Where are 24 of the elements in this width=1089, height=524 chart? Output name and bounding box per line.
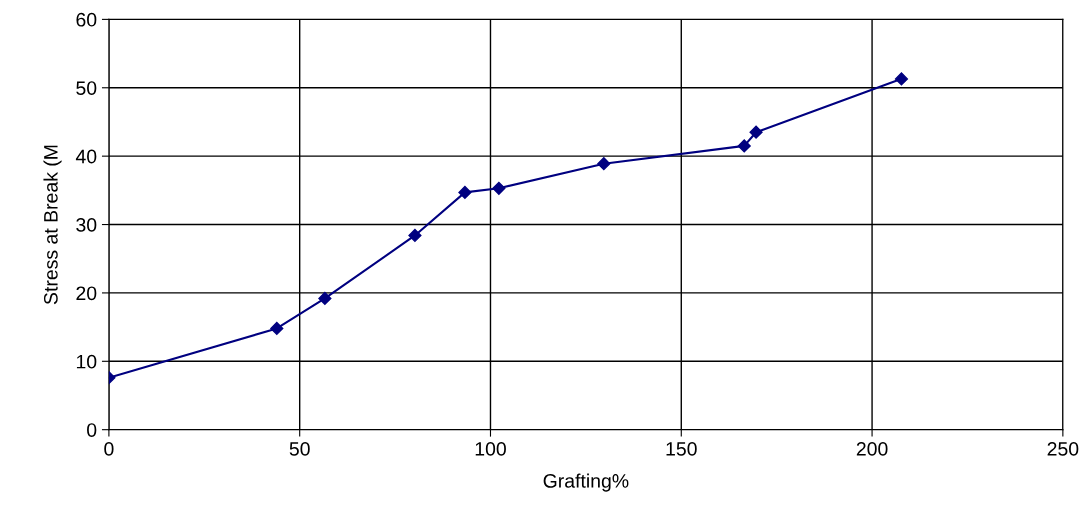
x-axis-title: Grafting% bbox=[543, 473, 629, 492]
y-axis-title: Stress at Break (M bbox=[43, 145, 62, 305]
point bbox=[749, 125, 763, 139]
x-tick-label: 200 bbox=[856, 442, 888, 456]
point bbox=[408, 228, 422, 243]
y-tick-label: 20 bbox=[76, 286, 97, 301]
y-tick-label: 50 bbox=[76, 81, 97, 96]
point bbox=[270, 321, 284, 336]
point bbox=[492, 181, 506, 195]
point bbox=[737, 139, 751, 153]
x-tick-label: 50 bbox=[289, 442, 310, 456]
y-tick-label: 30 bbox=[76, 218, 97, 232]
y-tick-label: 60 bbox=[76, 12, 97, 27]
y-tick-label: 10 bbox=[76, 354, 97, 369]
point bbox=[894, 72, 909, 86]
x-tick-label: 0 bbox=[104, 442, 114, 456]
x-tick-label: 150 bbox=[666, 442, 697, 456]
point bbox=[597, 157, 611, 171]
x-tick-label: 250 bbox=[1047, 442, 1079, 456]
y-tick-label: 0 bbox=[87, 423, 97, 437]
x-tick-label: 100 bbox=[475, 442, 506, 456]
point bbox=[458, 185, 472, 199]
y-tick-label: 40 bbox=[75, 149, 97, 164]
point bbox=[318, 291, 332, 305]
